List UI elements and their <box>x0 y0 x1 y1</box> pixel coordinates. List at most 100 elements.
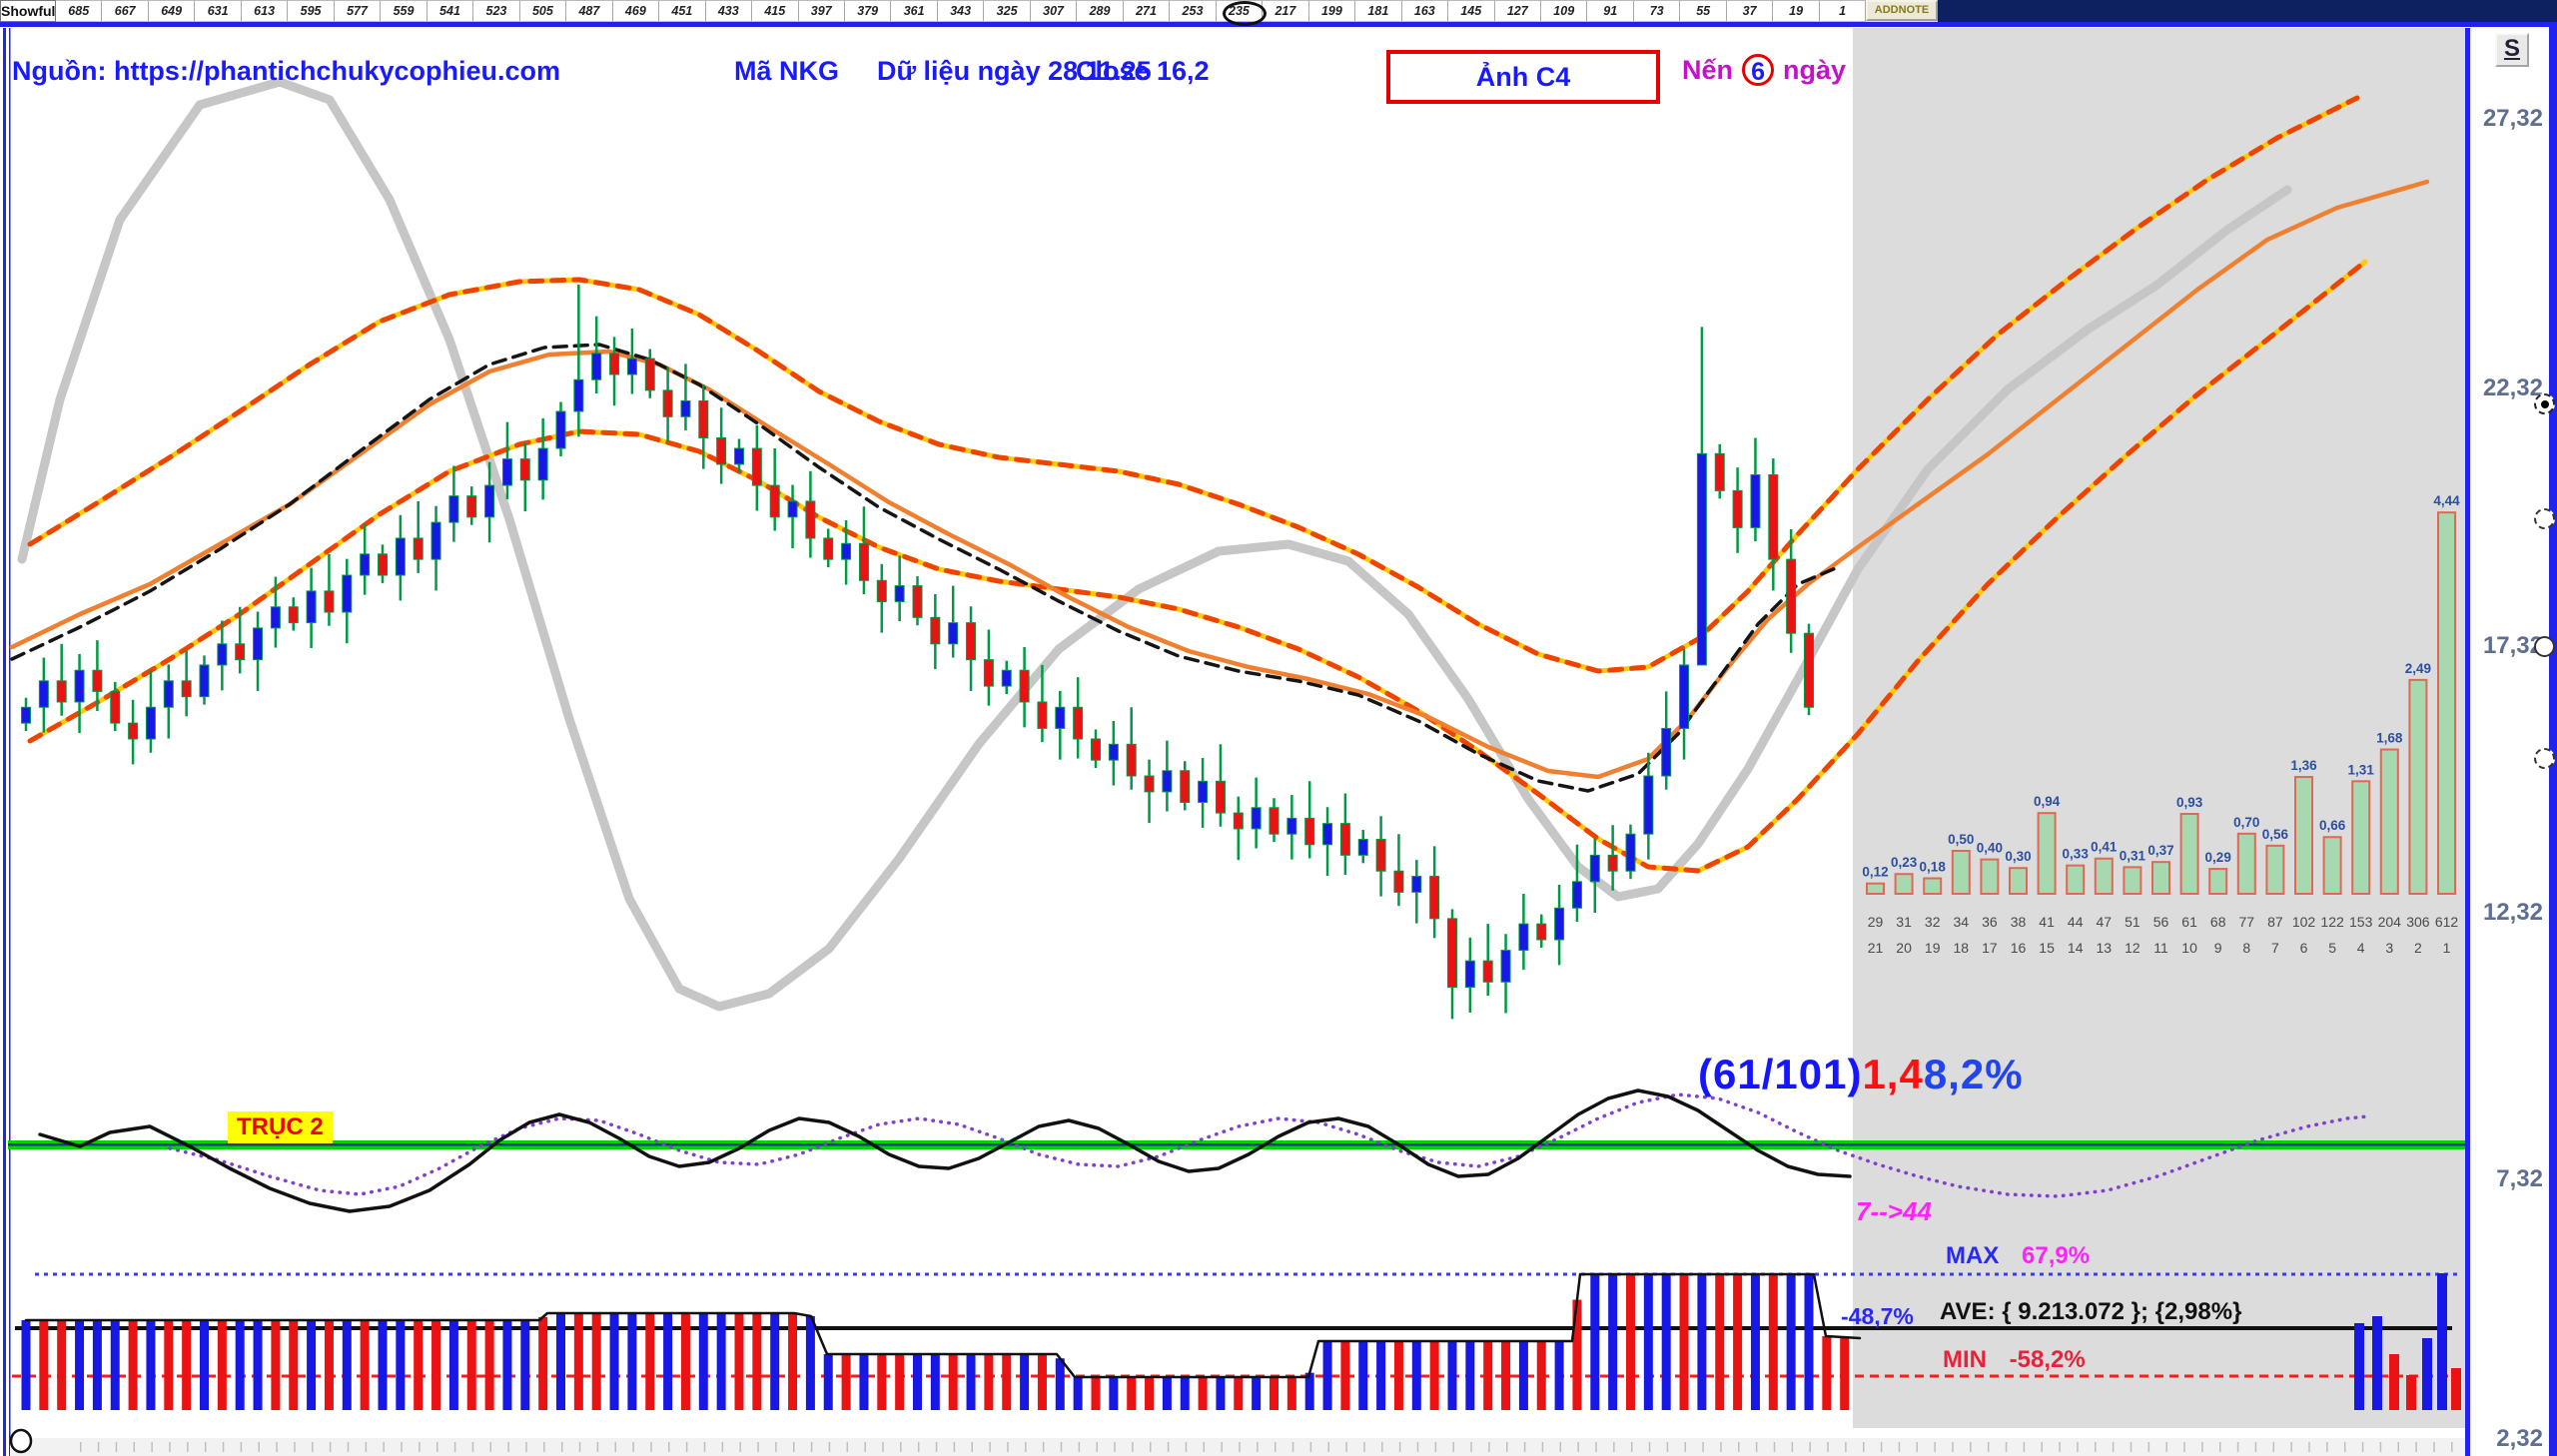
cycle-button-1[interactable]: 1 <box>1819 0 1867 22</box>
candle-body <box>841 542 852 560</box>
cycle-button-199[interactable]: 199 <box>1308 0 1356 22</box>
cycle-button-253[interactable]: 253 <box>1170 0 1217 22</box>
cycle-button-217[interactable]: 217 <box>1263 0 1309 22</box>
histogram-bar <box>396 1320 406 1410</box>
cycle-button-109[interactable]: 109 <box>1541 0 1588 22</box>
truc2-label: TRỤC 2 <box>228 1111 333 1143</box>
cycle-button-685[interactable]: 685 <box>56 0 103 22</box>
cycle-button-577[interactable]: 577 <box>334 0 382 22</box>
price-label: 17,32 <box>2482 632 2543 659</box>
showful-button[interactable]: Showful <box>0 0 56 22</box>
histogram-bar <box>591 1313 601 1410</box>
cycle-button-91[interactable]: 91 <box>1587 0 1634 22</box>
date-label: Dữ liệu ngày 28.11.25 <box>877 56 1152 86</box>
histogram-bar <box>788 1313 798 1410</box>
candle-body <box>235 643 246 661</box>
histogram-bar <box>57 1320 67 1410</box>
cycle-button-55[interactable]: 55 <box>1680 0 1727 22</box>
candle-body <box>1180 770 1191 803</box>
cycle-button-19[interactable]: 19 <box>1773 0 1820 22</box>
level-label: -48,7% <box>1841 1303 1914 1329</box>
cycle-button-541[interactable]: 541 <box>426 0 474 22</box>
histogram-bar <box>217 1320 227 1410</box>
cycle-button-343[interactable]: 343 <box>937 0 985 22</box>
mini-bar-cycle-label: 612 <box>2435 914 2459 930</box>
edge-marker-icon[interactable] <box>2534 636 2555 657</box>
candle-body <box>1198 780 1209 803</box>
mini-bar <box>2151 861 2170 895</box>
histogram-bar <box>342 1320 352 1410</box>
histogram-bar <box>1733 1274 1743 1410</box>
mini-bar-cycle-label: 34 <box>1954 914 1970 930</box>
close-label: Close 16,2 <box>1076 56 1210 86</box>
histogram-bar <box>645 1313 655 1410</box>
cycle-button-127[interactable]: 127 <box>1494 0 1541 22</box>
cycle-button-145[interactable]: 145 <box>1448 0 1495 22</box>
histogram-bar <box>1234 1377 1244 1410</box>
cycle-button-505[interactable]: 505 <box>519 0 567 22</box>
cycle-button-595[interactable]: 595 <box>288 0 335 22</box>
cycle-button-289[interactable]: 289 <box>1077 0 1124 22</box>
mini-bar <box>2037 812 2057 895</box>
cycle-button-559[interactable]: 559 <box>381 0 427 22</box>
candle-body <box>1055 706 1066 729</box>
cycle-button-469[interactable]: 469 <box>612 0 660 22</box>
addnote-button[interactable]: ADDNOTE <box>1866 0 1938 21</box>
chart-left-border-inner <box>9 28 11 1456</box>
histogram-bar <box>1091 1377 1101 1410</box>
cycle-button-397[interactable]: 397 <box>798 0 845 22</box>
histogram-bar <box>1358 1341 1368 1410</box>
cycle-gray-line <box>17 77 2292 1012</box>
histogram-bar <box>92 1320 102 1410</box>
candle-body <box>1411 876 1422 893</box>
cycle-button-667[interactable]: 667 <box>102 0 149 22</box>
cycle-button-649[interactable]: 649 <box>148 0 196 22</box>
cycle-button-307[interactable]: 307 <box>1030 0 1078 22</box>
mini-bar-count-label: 17 <box>1982 940 1998 956</box>
cycle-button-163[interactable]: 163 <box>1401 0 1449 22</box>
mini-bar-count-label: 10 <box>2181 940 2197 956</box>
histogram-bar <box>1536 1341 1546 1410</box>
candle-body <box>21 706 31 724</box>
cycle-button-487[interactable]: 487 <box>566 0 613 22</box>
ratio-blue: (61/101) <box>1698 1051 1863 1097</box>
cycle-button-73[interactable]: 73 <box>1633 0 1681 22</box>
cycle-button-415[interactable]: 415 <box>752 0 799 22</box>
min-label: MIN <box>1943 1346 1987 1373</box>
histogram-bar <box>1270 1377 1278 1410</box>
cycle-button-613[interactable]: 613 <box>241 0 289 22</box>
price-label: 12,32 <box>2482 899 2543 926</box>
mini-bar-cycle-label: 31 <box>1896 914 1912 930</box>
cycle-button-37[interactable]: 37 <box>1726 0 1774 22</box>
cycle-button-361[interactable]: 361 <box>891 0 938 22</box>
cycle-button-433[interactable]: 433 <box>705 0 753 22</box>
mini-bar-count-label: 11 <box>2153 940 2168 956</box>
candle-body <box>1518 923 1529 952</box>
mini-bar <box>1951 850 1971 895</box>
edge-marker-icon[interactable] <box>2534 508 2555 529</box>
cycle-button-325[interactable]: 325 <box>984 0 1031 22</box>
histogram-bar <box>1715 1274 1725 1410</box>
histogram-bar <box>698 1313 708 1410</box>
cycle-button-523[interactable]: 523 <box>473 0 520 22</box>
edge-marker-icon[interactable] <box>2534 748 2555 769</box>
cycle-button-379[interactable]: 379 <box>844 0 892 22</box>
candle-body <box>858 542 869 581</box>
cycle-button-631[interactable]: 631 <box>195 0 242 22</box>
edge-marker-filled-icon[interactable] <box>2534 393 2555 414</box>
mini-bar-count-label: 19 <box>1925 940 1941 956</box>
cycle-button-271[interactable]: 271 <box>1123 0 1171 22</box>
histogram-bar <box>1786 1274 1796 1410</box>
cycle-button-451[interactable]: 451 <box>659 0 706 22</box>
candle-body <box>38 680 49 708</box>
histogram-bar <box>823 1354 833 1410</box>
candle-body <box>680 399 691 417</box>
cycle-button-181[interactable]: 181 <box>1355 0 1402 22</box>
s-button[interactable]: S <box>2495 33 2529 67</box>
source-link[interactable]: Nguồn: https://phantichchukycophieu.com <box>12 56 560 86</box>
future-zone-overlay <box>1853 28 2465 1428</box>
histogram-bar <box>1626 1274 1635 1410</box>
histogram-bar-future <box>2372 1316 2382 1410</box>
candle-body <box>1073 706 1084 740</box>
chart-right-border <box>2465 28 2470 1456</box>
